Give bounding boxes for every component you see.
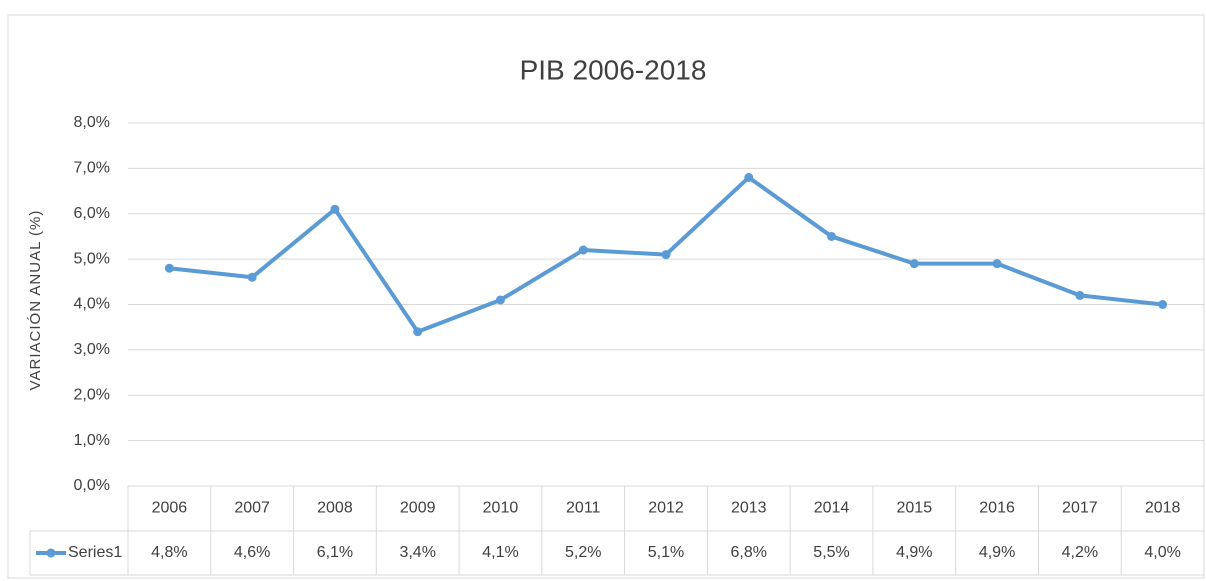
y-tick-label: 5,0% [74, 250, 110, 267]
marker [495, 295, 505, 305]
chart-frame [7, 14, 1205, 579]
data-table-value: 4,1% [482, 544, 518, 561]
data-table-value: 4,9% [896, 544, 932, 561]
x-tick-label: 2016 [979, 500, 1015, 517]
data-table-value: 4,8% [151, 544, 187, 561]
data-table-value: 5,5% [813, 544, 849, 561]
data-table-value: 6,8% [731, 544, 767, 561]
y-tick-label: 6,0% [74, 205, 110, 222]
marker [1158, 300, 1168, 309]
y-tick-label: 3,0% [74, 341, 110, 358]
marker [992, 259, 1002, 269]
marker [330, 204, 340, 214]
y-tick-label: 7,0% [74, 160, 110, 177]
legend-label: Series1 [68, 544, 122, 561]
marker [744, 172, 754, 182]
data-table-value: 5,2% [565, 544, 601, 561]
x-tick-label: 2011 [566, 500, 601, 517]
data-table-value: 5,1% [648, 544, 684, 561]
y-axis-label: VARIACIÓN ANUAL (%) [27, 210, 44, 391]
marker [247, 272, 257, 282]
marker [164, 263, 174, 273]
y-tick-label: 4,0% [74, 296, 110, 313]
x-tick-label: 2012 [648, 500, 684, 517]
x-tick-label: 2017 [1062, 500, 1098, 517]
x-tick-label: 2013 [731, 500, 767, 517]
y-tick-label: 8,0% [74, 114, 110, 131]
x-tick-label: 2015 [897, 500, 933, 517]
x-tick-label: 2009 [400, 500, 436, 517]
data-table-value: 3,4% [399, 544, 435, 561]
chart-title: PIB 2006-2018 [520, 54, 707, 85]
x-tick-label: 2007 [234, 500, 270, 517]
marker [1075, 290, 1085, 300]
marker [413, 327, 423, 337]
x-tick-label: 2010 [483, 500, 519, 517]
y-tick-label: 1,0% [74, 432, 110, 449]
marker [909, 259, 919, 269]
x-tick-label: 2014 [814, 500, 850, 517]
data-table-value: 4,6% [234, 544, 270, 561]
data-table-value: 4,2% [1062, 544, 1098, 561]
y-tick-label: 2,0% [74, 386, 110, 403]
data-table-value: 4,0% [1144, 544, 1180, 561]
marker [827, 231, 837, 241]
x-tick-label: 2018 [1145, 500, 1181, 517]
x-tick-label: 2008 [317, 500, 353, 517]
marker [578, 245, 588, 255]
x-tick-label: 2006 [152, 500, 188, 517]
data-table-value: 6,1% [317, 544, 353, 561]
legend-key [46, 548, 56, 558]
marker [661, 250, 671, 260]
y-tick-label: 0,0% [74, 477, 110, 494]
data-table-value: 4,9% [979, 544, 1015, 561]
